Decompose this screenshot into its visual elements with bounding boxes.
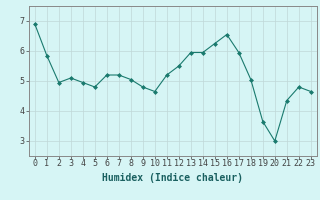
X-axis label: Humidex (Indice chaleur): Humidex (Indice chaleur): [102, 173, 243, 183]
